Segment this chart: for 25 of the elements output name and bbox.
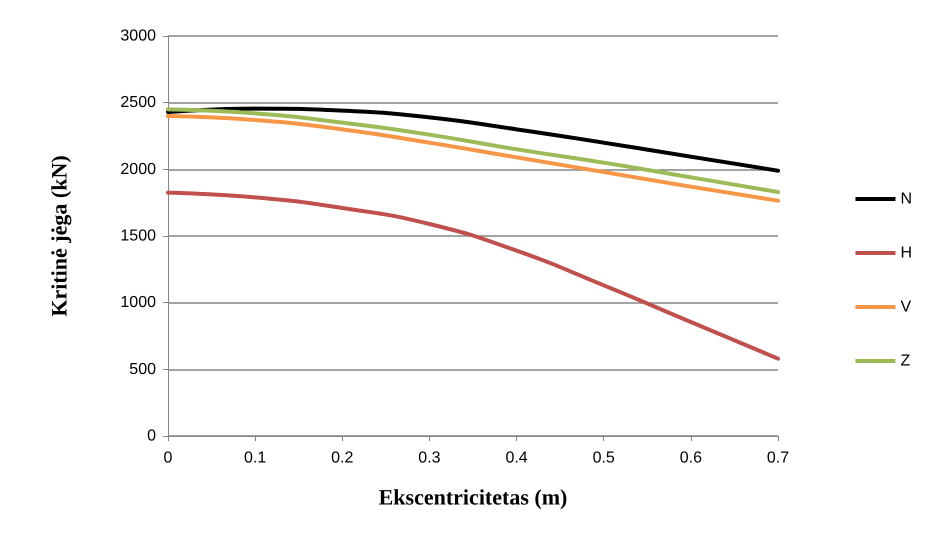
line-series	[166, 106, 780, 173]
legend-label: Z	[900, 352, 910, 370]
x-tick-label: 0.1	[244, 450, 266, 466]
y-tick-label: 0	[147, 428, 156, 444]
x-tick-label: 0.5	[592, 450, 615, 466]
x-tick-label: 0	[164, 450, 173, 466]
x-tick-label: 0.4	[505, 450, 528, 466]
line-series	[166, 114, 780, 203]
line-series	[166, 190, 780, 361]
legend-label: H	[900, 244, 912, 262]
y-tick-label: 500	[129, 360, 156, 378]
legend-label: V	[900, 298, 912, 316]
line-series	[166, 107, 780, 194]
y-axis-title: Kritinė jėga (kN)	[46, 155, 72, 317]
x-tick-label: 0.6	[680, 450, 702, 466]
y-tick-label: 2000	[120, 160, 156, 178]
x-tick-label: 0.7	[766, 450, 790, 466]
legend-label: N	[900, 190, 912, 208]
x-tick-label: 0.2	[331, 450, 354, 466]
y-tick-label: 2500	[120, 94, 156, 112]
y-tick-label: 3000	[120, 28, 156, 44]
x-tick-label: 0.3	[418, 450, 441, 466]
x-axis-title: Ekscentricitetas (m)	[378, 484, 568, 510]
y-tick-label: 1000	[120, 294, 156, 312]
y-tick-label: 1500	[120, 228, 156, 244]
